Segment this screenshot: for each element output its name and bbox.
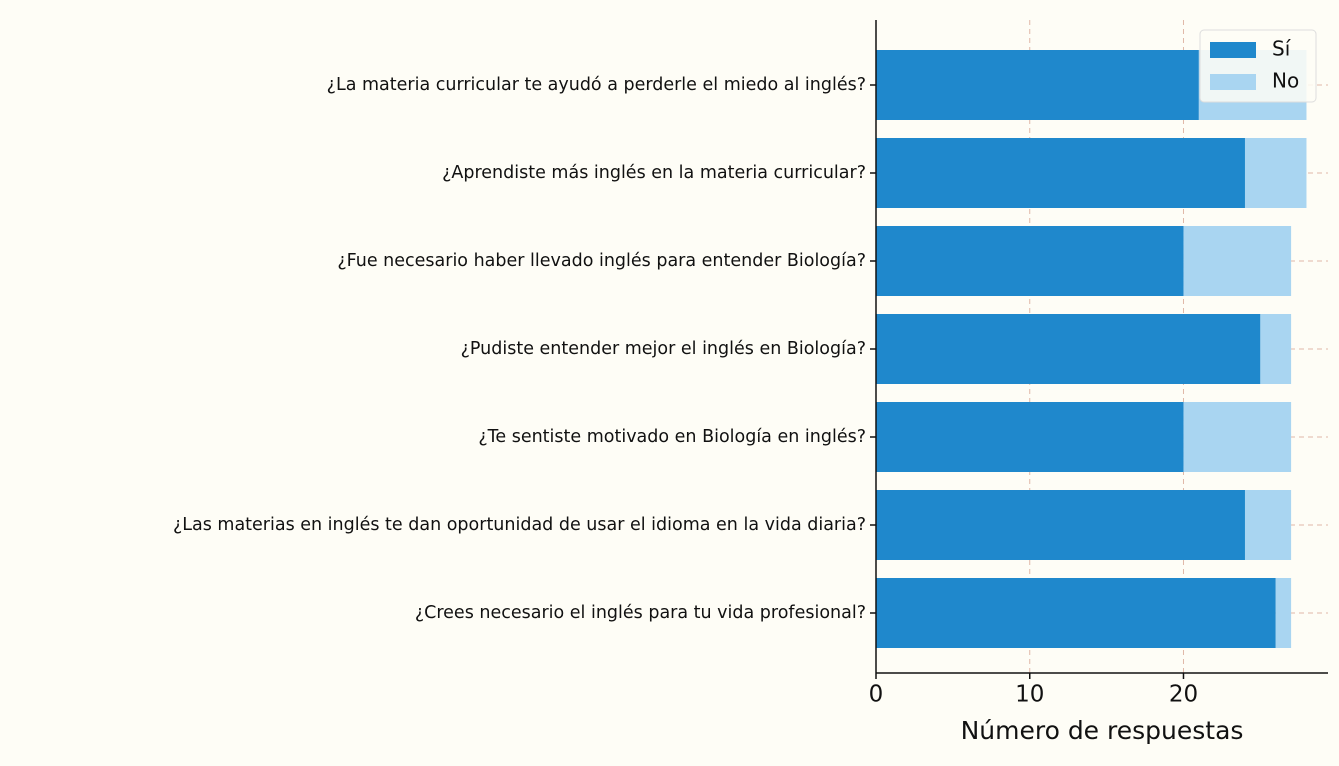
bar bbox=[876, 578, 1276, 648]
y-tick-label: ¿Fue necesario haber llevado inglés para… bbox=[337, 251, 866, 271]
y-tick-label: ¿Las materias en inglés te dan oportunid… bbox=[173, 515, 866, 535]
legend-swatch bbox=[1210, 42, 1256, 58]
bar bbox=[1275, 578, 1292, 648]
y-tick-label: ¿Pudiste entender mejor el inglés en Bio… bbox=[461, 339, 866, 359]
legend-swatch bbox=[1210, 74, 1256, 90]
bar bbox=[1244, 138, 1307, 208]
x-tick-label: 0 bbox=[869, 682, 884, 708]
bar bbox=[876, 226, 1184, 296]
y-tick-label: ¿Te sentiste motivado en Biología en ing… bbox=[478, 427, 866, 447]
y-tick-label: ¿Crees necesario el inglés para tu vida … bbox=[415, 603, 866, 623]
x-axis-label: Número de respuestas bbox=[961, 716, 1244, 745]
bar bbox=[876, 490, 1245, 560]
y-tick-label: ¿La materia curricular te ayudó a perder… bbox=[327, 75, 866, 95]
x-tick-label: 10 bbox=[1015, 682, 1044, 708]
y-tick-label: ¿Aprendiste más inglés en la materia cur… bbox=[442, 163, 866, 183]
bar bbox=[876, 138, 1245, 208]
x-tick-label: 20 bbox=[1169, 682, 1198, 708]
bar bbox=[1260, 314, 1292, 384]
legend-label: Sí bbox=[1272, 37, 1292, 61]
bar bbox=[1244, 490, 1292, 560]
bar bbox=[876, 314, 1261, 384]
bar bbox=[1183, 402, 1292, 472]
bar bbox=[876, 402, 1184, 472]
legend-label: No bbox=[1272, 69, 1299, 93]
bar bbox=[876, 50, 1199, 120]
bar bbox=[1183, 226, 1292, 296]
